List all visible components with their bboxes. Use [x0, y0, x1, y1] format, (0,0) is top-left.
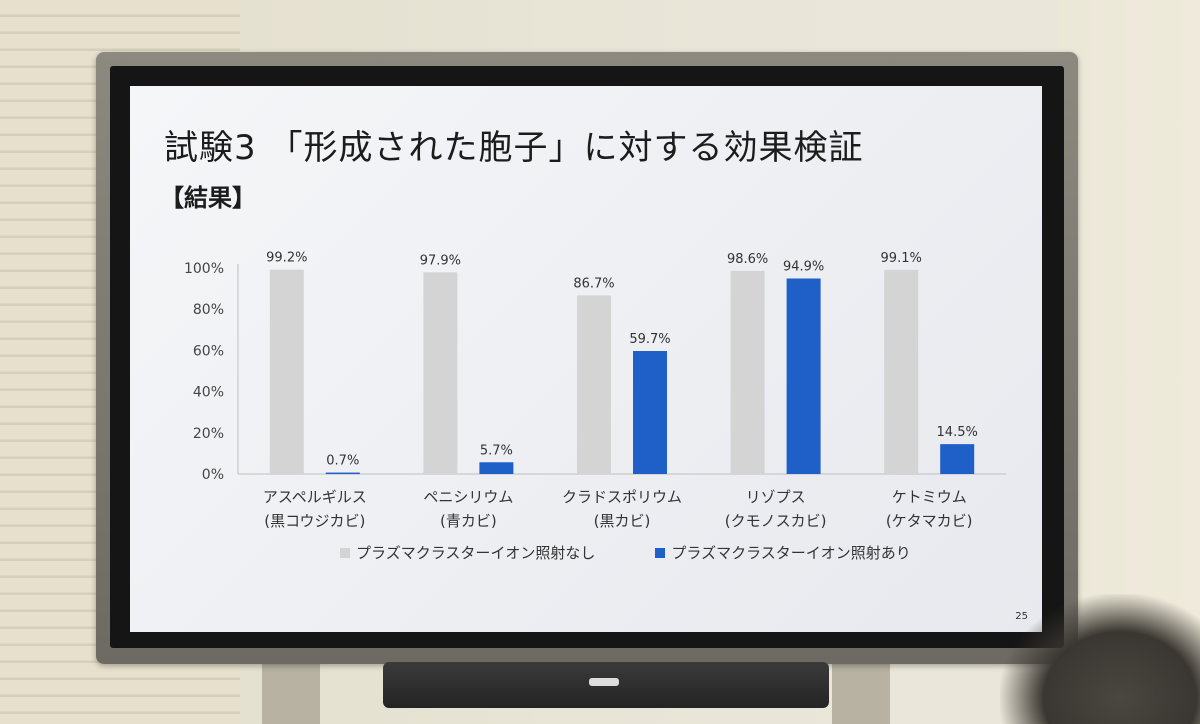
y-tick-label: 80%	[193, 302, 224, 318]
bar-without	[730, 270, 765, 474]
y-tick-label: 0%	[202, 467, 224, 483]
bar-without	[423, 272, 458, 474]
legend-swatch-with	[655, 547, 666, 558]
bar-with	[479, 462, 514, 474]
legend-swatch-without	[340, 547, 350, 558]
y-tick-label: 20%	[193, 426, 224, 442]
legend-item-without: プラズマクラスターイオン照射なし	[340, 542, 595, 563]
data-label-with: 59.7%	[629, 332, 670, 347]
category-label: アスペルギルス	[263, 488, 367, 506]
bar-with	[940, 444, 975, 474]
bar-with	[786, 278, 821, 474]
soundbar	[383, 662, 829, 708]
legend-label-without: プラズマクラスターイオン照射なし	[356, 544, 596, 562]
bar-without	[269, 269, 304, 474]
data-label-with: 0.7%	[326, 454, 359, 469]
data-label-with: 94.9%	[783, 260, 824, 275]
chart-legend: プラズマクラスターイオン照射なし プラズマクラスターイオン照射あり	[340, 542, 911, 563]
data-label-with: 14.5%	[937, 425, 978, 440]
category-sublabel: (黒コウジカビ)	[264, 512, 365, 530]
category-sublabel: (青カビ)	[440, 512, 497, 530]
legend-item-with: プラズマクラスターイオン照射あり	[655, 542, 911, 563]
presentation-slide: 試験3 「形成された胞子」に対する効果検証 【結果】 0% 20% 40% 60% 80…	[130, 86, 1042, 632]
data-label-without: 86.7%	[573, 276, 614, 291]
bar-with	[633, 351, 667, 474]
bar-with	[325, 472, 360, 475]
category-label: ペニシリウム	[423, 488, 513, 506]
category-label: ケトミウム	[892, 488, 967, 506]
y-tick-label: 60%	[193, 343, 224, 359]
category-label: クラドスポリウム	[562, 488, 682, 506]
data-label-with: 5.7%	[480, 443, 513, 458]
audience-head	[1000, 594, 1200, 724]
data-label-without: 99.2%	[266, 251, 307, 266]
category-label: リゾプス	[746, 488, 806, 506]
category-sublabel: (クモノスカビ)	[725, 512, 827, 530]
legend-label-with: プラズマクラスターイオン照射あり	[671, 544, 911, 562]
data-label-without: 98.6%	[727, 252, 768, 267]
category-sublabel: (ケタマカビ)	[886, 512, 973, 530]
data-label-without: 97.9%	[420, 253, 461, 268]
data-label-without: 99.1%	[881, 251, 922, 266]
bar-without	[884, 269, 919, 474]
bar-chart: 0% 20% 40% 60% 80% 100% 99.2% 0.7% アスペルギルス (黒コウジカ…	[184, 251, 1006, 530]
bar-without	[577, 295, 611, 474]
y-tick-label: 100%	[184, 261, 224, 277]
y-tick-label: 40%	[193, 385, 224, 401]
slide-subtitle: 【結果】	[160, 184, 256, 212]
category-sublabel: (黒カビ)	[594, 512, 651, 530]
slide-title: 試験3 「形成された胞子」に対する効果検証	[164, 128, 864, 168]
